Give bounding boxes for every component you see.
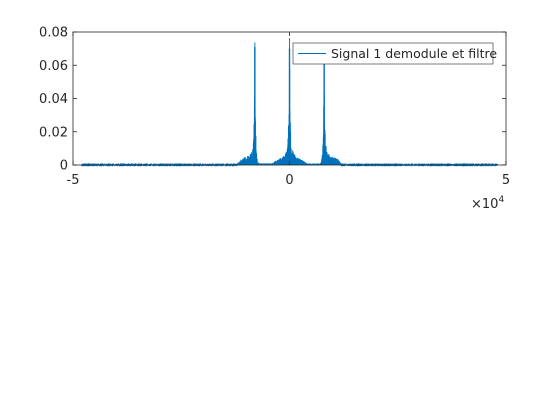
x-tick-label: 0 bbox=[285, 173, 293, 188]
x-axis-exponent: ×104 bbox=[471, 195, 504, 212]
y-tick-label: 0.02 bbox=[39, 125, 68, 140]
legend-label: Signal 1 demodule et filtre bbox=[331, 46, 497, 61]
ticks-layer: 00.020.040.060.08-5 0 5 bbox=[39, 26, 510, 189]
x-tick-label: 5 bbox=[502, 173, 510, 188]
y-tick-label: 0.08 bbox=[39, 26, 68, 41]
legend[interactable]: Signal 1 demodule et filtre bbox=[292, 42, 497, 65]
x-axis-exponent-power: 4 bbox=[498, 195, 504, 205]
x-tick-label: -5 bbox=[67, 173, 80, 188]
x-axis-exponent-base: ×10 bbox=[471, 197, 498, 212]
legend-box bbox=[292, 42, 494, 65]
y-tick-label: 0.04 bbox=[39, 92, 68, 107]
y-tick-label: 0.06 bbox=[39, 59, 68, 74]
y-tick-label: 0 bbox=[60, 159, 68, 174]
